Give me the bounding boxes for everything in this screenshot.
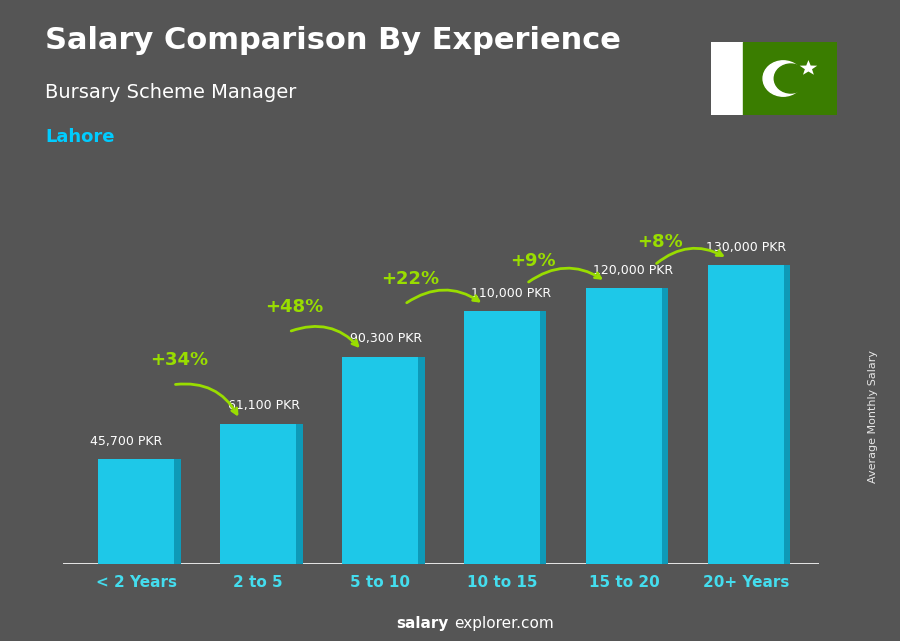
- Circle shape: [774, 64, 807, 93]
- Text: salary: salary: [396, 617, 448, 631]
- Polygon shape: [800, 60, 817, 75]
- Text: 45,700 PKR: 45,700 PKR: [90, 435, 162, 447]
- FancyBboxPatch shape: [342, 356, 418, 564]
- Text: 120,000 PKR: 120,000 PKR: [593, 263, 673, 277]
- Bar: [742, 42, 837, 115]
- FancyBboxPatch shape: [708, 265, 784, 564]
- FancyBboxPatch shape: [220, 424, 296, 564]
- Text: +9%: +9%: [509, 252, 555, 270]
- Text: 61,100 PKR: 61,100 PKR: [228, 399, 300, 412]
- Text: 110,000 PKR: 110,000 PKR: [472, 287, 552, 300]
- Text: Bursary Scheme Manager: Bursary Scheme Manager: [45, 83, 296, 103]
- Polygon shape: [296, 424, 302, 564]
- Polygon shape: [418, 356, 425, 564]
- Text: Salary Comparison By Experience: Salary Comparison By Experience: [45, 26, 621, 54]
- Polygon shape: [784, 265, 790, 564]
- Text: Lahore: Lahore: [45, 128, 114, 146]
- FancyBboxPatch shape: [464, 312, 540, 564]
- Text: 90,300 PKR: 90,300 PKR: [349, 332, 422, 345]
- Polygon shape: [174, 459, 181, 564]
- Circle shape: [763, 61, 804, 96]
- Text: +8%: +8%: [637, 233, 683, 251]
- FancyBboxPatch shape: [586, 288, 662, 564]
- Text: explorer.com: explorer.com: [454, 617, 554, 631]
- Text: +22%: +22%: [382, 271, 439, 288]
- Polygon shape: [662, 288, 669, 564]
- Text: Average Monthly Salary: Average Monthly Salary: [868, 350, 878, 483]
- FancyBboxPatch shape: [98, 459, 174, 564]
- Text: +34%: +34%: [149, 351, 208, 369]
- Polygon shape: [540, 312, 546, 564]
- Text: 130,000 PKR: 130,000 PKR: [706, 241, 786, 254]
- Text: +48%: +48%: [266, 298, 324, 316]
